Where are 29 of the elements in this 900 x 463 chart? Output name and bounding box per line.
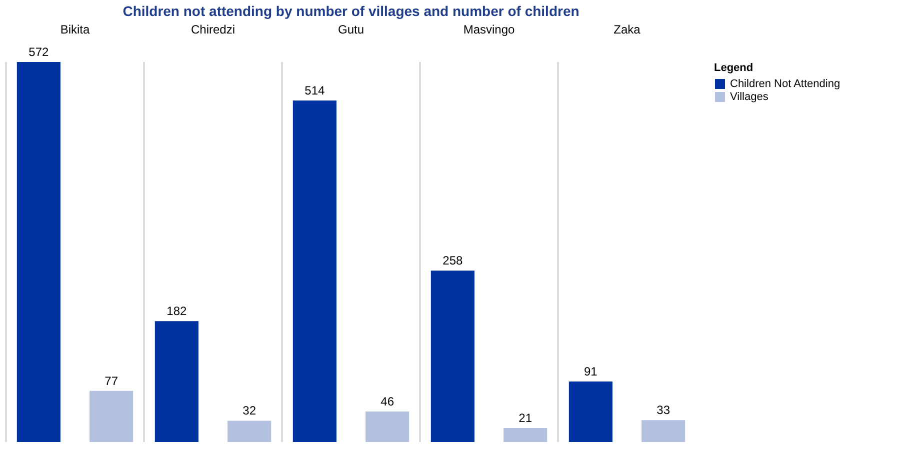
x-tick-label: Bikita <box>60 22 90 36</box>
bar <box>504 428 548 442</box>
x-tick-label: Gutu <box>338 22 364 36</box>
data-label: 91 <box>584 364 598 379</box>
legend-label: Children Not Attending <box>730 78 840 90</box>
data-label: 33 <box>656 403 670 418</box>
data-label: 514 <box>304 84 326 98</box>
x-tick-label: Chiredzi <box>190 22 236 36</box>
legend-title: Legend <box>714 62 754 74</box>
data-label: 46 <box>380 394 394 408</box>
bar <box>228 420 272 442</box>
data-label: 572 <box>28 45 50 59</box>
bar <box>642 420 686 442</box>
chart-title: Children not attending by number of villages and number of children <box>122 3 580 19</box>
data-label: 32 <box>242 404 256 418</box>
data-label: 21 <box>518 411 532 426</box>
bar <box>430 270 474 442</box>
bar <box>366 411 410 442</box>
data-label: 182 <box>166 304 188 318</box>
data-label: 77 <box>104 374 118 388</box>
data-label: 258 <box>442 254 464 268</box>
bar <box>154 321 198 442</box>
legend-label: Villages <box>730 91 769 103</box>
x-tick-label: Masvingo <box>463 22 516 36</box>
x-tick-label: Zaka <box>614 22 641 36</box>
bar <box>90 390 134 442</box>
bar <box>16 62 60 442</box>
bar <box>568 382 612 442</box>
bar <box>292 100 336 442</box>
